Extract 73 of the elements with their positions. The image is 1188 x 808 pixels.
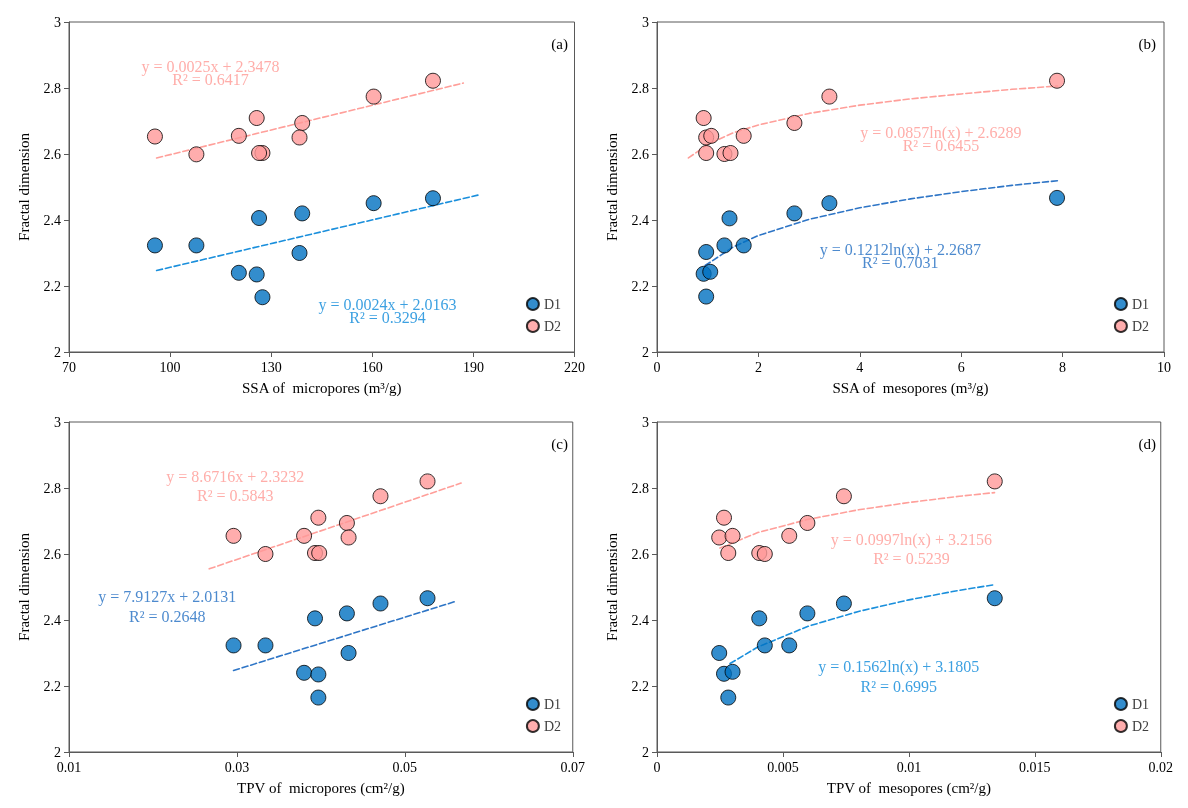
y-tick-label: 2: [54, 744, 61, 760]
x-tick-label: 2: [754, 359, 762, 375]
y-tick-label: 3: [642, 14, 649, 30]
x-tick-label: 0.07: [560, 759, 585, 775]
legend-label: D2: [1131, 318, 1150, 334]
x-axis-title: SSA of micropores (m³/g): [242, 379, 402, 397]
legend-label: D2: [543, 318, 562, 334]
x-tick-label: 0.01: [896, 759, 922, 775]
annotation: (c): [551, 435, 569, 453]
y-axis-title: Fractal dimension: [15, 532, 32, 641]
annotation: (a): [551, 35, 569, 53]
x-tick-label: 6: [957, 359, 965, 375]
y-tick-label: 2.4: [43, 612, 61, 628]
x-tick-label: 70: [62, 359, 76, 375]
x-tick-label: 0.01: [56, 759, 82, 775]
annotation: R² = 0.5239: [873, 550, 950, 568]
y-tick-label: 2.2: [43, 278, 61, 294]
y-tick-label: 3: [642, 414, 649, 430]
x-tick-label: 0.02: [1148, 759, 1173, 775]
x-tick-label: 0.03: [224, 759, 250, 775]
y-tick-label: 2.8: [43, 480, 61, 496]
annotation: y = 0.1562ln(x) + 3.1805: [818, 657, 980, 676]
y-axis-title: Fractal dimension: [603, 132, 620, 241]
x-tick-label: 8: [1059, 359, 1067, 375]
annotation: y = 8.6716x + 2.3232: [166, 467, 305, 486]
y-axis-title: Fractal dimension: [603, 532, 620, 641]
x-tick-label: 0: [653, 359, 661, 375]
legend-label: D1: [543, 296, 562, 312]
y-tick-label: 2.4: [631, 612, 649, 628]
legend-label: D2: [1131, 718, 1150, 734]
legend-label: D1: [1131, 296, 1150, 312]
x-tick-label: 0: [653, 759, 661, 775]
x-tick-label: 0.015: [1019, 759, 1051, 775]
y-tick-label: 2.4: [43, 212, 61, 228]
annotation: (b): [1138, 35, 1157, 53]
x-tick-label: 130: [260, 359, 282, 375]
y-tick-label: 2.4: [631, 212, 649, 228]
annotation: y = 7.9127x + 2.0131: [98, 588, 237, 607]
y-tick-label: 2.2: [631, 678, 649, 694]
y-tick-label: 2.6: [631, 546, 649, 562]
annotation: R² = 0.2648: [128, 608, 206, 626]
x-tick-label: 100: [159, 359, 181, 375]
x-tick-label: 10: [1157, 359, 1171, 375]
y-tick-label: 2.6: [43, 546, 61, 562]
x-tick-label: 0.005: [767, 759, 799, 775]
annotation: R² = 0.5843: [196, 487, 274, 505]
y-tick-label: 2: [642, 744, 649, 760]
legend-label: D1: [543, 696, 562, 712]
x-tick-label: 160: [361, 359, 383, 375]
x-axis-title: TPV of micropores (cm²/g): [237, 779, 405, 797]
y-tick-label: 2.2: [631, 278, 649, 294]
legend-label: D1: [1131, 696, 1150, 712]
y-tick-label: 2.6: [43, 146, 61, 162]
y-tick-label: 2: [54, 344, 61, 360]
x-axis-title: SSA of mesopores (m³/g): [832, 379, 989, 397]
y-tick-label: 2: [642, 344, 649, 360]
x-tick-label: 4: [856, 359, 864, 375]
x-tick-label: 190: [462, 359, 484, 375]
annotation: y = 0.0997ln(x) + 3.2156: [830, 530, 992, 549]
y-tick-label: 2.6: [631, 146, 649, 162]
x-tick-label: 0.05: [392, 759, 418, 775]
y-tick-label: 2.8: [43, 80, 61, 96]
x-tick-label: 220: [564, 359, 585, 375]
y-axis-title: Fractal dimension: [15, 132, 32, 241]
annotation: (d): [1138, 435, 1157, 453]
y-tick-label: 2.8: [631, 480, 649, 496]
y-tick-label: 2.2: [43, 678, 61, 694]
y-tick-label: 2.8: [631, 80, 649, 96]
x-axis-title: TPV of mesopores (cm²/g): [826, 779, 991, 797]
y-tick-label: 3: [54, 14, 61, 30]
legend-label: D2: [543, 718, 562, 734]
y-tick-label: 3: [54, 414, 61, 430]
annotation: R² = 0.6995: [860, 677, 938, 695]
